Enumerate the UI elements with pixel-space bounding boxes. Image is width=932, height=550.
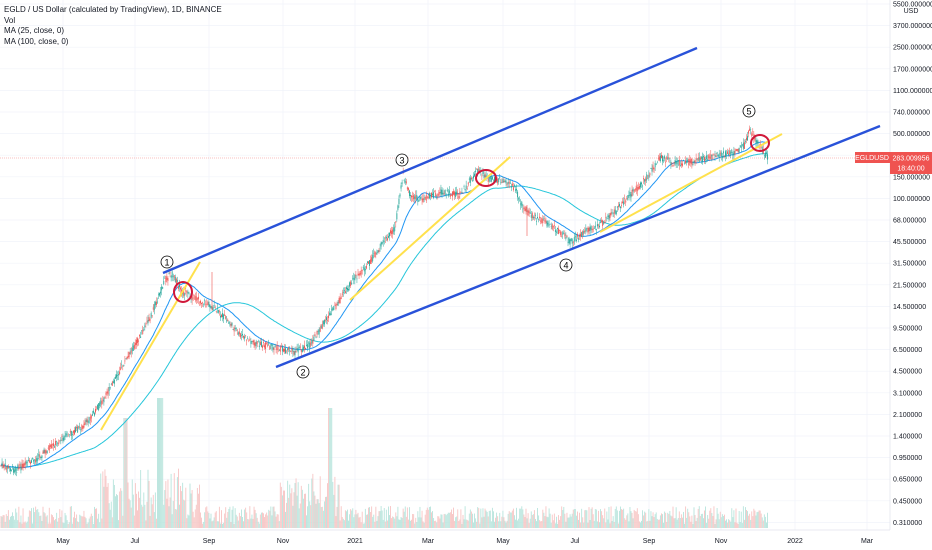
price-axis-currency: USD (904, 8, 919, 15)
trendline-wave1[interactable] (100, 261, 201, 431)
wave-label-4[interactable]: 4 (559, 258, 573, 272)
time-tick-label: Jul (131, 538, 140, 545)
legend-ma100[interactable]: MA (100, close, 0) (4, 36, 69, 46)
ma-25-line (0, 141, 768, 469)
last-price-value: 283.009956 (893, 156, 930, 163)
wave-label-5[interactable]: 5 (742, 104, 756, 118)
price-tick-label: 14.500000 (893, 304, 926, 311)
price-tick-label: 3700.000000 (893, 23, 932, 30)
last-price-tag: EGLDUSD 283.009956 18:40:00 (855, 152, 932, 174)
time-tick-label: Mar (861, 538, 874, 545)
volume-histogram (0, 398, 768, 528)
ma-100-line (0, 152, 768, 469)
symbol-tag: EGLDUSD (855, 155, 889, 162)
wave-label-1[interactable]: 1 (160, 255, 174, 269)
price-tick-label: 0.950000 (893, 455, 922, 462)
price-tick-label: 1.400000 (893, 434, 922, 441)
price-tick-label: 9.500000 (893, 326, 922, 333)
time-tick-label: Nov (715, 538, 728, 545)
wave-label-3[interactable]: 3 (395, 153, 409, 167)
highlight-circle-3[interactable] (750, 134, 770, 152)
price-tick-label: 5500.000000 (893, 2, 932, 9)
time-tick-label: Sep (203, 538, 216, 545)
trendline-wave5[interactable] (599, 133, 783, 233)
legend-vol[interactable]: Vol (4, 15, 16, 25)
wave-label-2[interactable]: 2 (296, 365, 310, 379)
price-tick-label: 3.100000 (893, 390, 922, 397)
bar-countdown: 18:40:00 (897, 166, 924, 173)
time-tick-label: May (496, 538, 510, 545)
price-tick-label: 2500.000000 (893, 45, 932, 52)
price-tick-label: 2.100000 (893, 412, 922, 419)
price-tick-label: 4.500000 (893, 369, 922, 376)
channel-upper-line[interactable] (162, 46, 698, 275)
time-tick-label: Jul (571, 538, 580, 545)
price-tick-label: 0.450000 (893, 498, 922, 505)
svg-text:1: 1 (164, 258, 169, 268)
legend-title: EGLD / US Dollar (calculated by TradingV… (4, 5, 222, 14)
price-tick-label: 500.000000 (893, 131, 930, 138)
time-tick-label: Mar (422, 538, 435, 545)
channel-lower-line[interactable] (275, 124, 881, 369)
highlight-circle-2[interactable] (475, 169, 497, 187)
svg-text:4: 4 (563, 261, 568, 271)
svg-text:3: 3 (399, 156, 404, 166)
time-tick-label: 2022 (787, 538, 803, 545)
price-tick-label: 0.650000 (893, 477, 922, 484)
price-tick-label: 21.500000 (893, 282, 926, 289)
price-tick-label: 740.000000 (893, 110, 930, 117)
svg-text:2: 2 (300, 368, 305, 378)
price-tick-label: 1700.000000 (893, 66, 932, 73)
price-tick-label: 1100.000000 (893, 88, 932, 95)
time-tick-label: 2021 (347, 538, 363, 545)
legend-ma25[interactable]: MA (25, close, 0) (4, 26, 65, 35)
price-tick-label: 100.000000 (893, 196, 930, 203)
highlight-circle-1[interactable] (173, 281, 193, 303)
price-tick-label: 6.500000 (893, 347, 922, 354)
time-tick-label: Nov (277, 538, 290, 545)
time-tick-label: Sep (643, 538, 656, 545)
price-tick-label: 45.500000 (893, 239, 926, 246)
price-tick-label: 0.310000 (893, 520, 922, 527)
price-tick-label: 31.500000 (893, 261, 926, 268)
price-tick-label: 150.000000 (893, 174, 930, 181)
svg-text:5: 5 (746, 107, 751, 117)
time-tick-label: May (56, 538, 70, 545)
time-axis[interactable]: May Jul Sep Nov 2021 Mar May Jul Sep Nov 2022 Mar (56, 538, 873, 545)
candlesticks (0, 125, 768, 477)
price-tick-label: 68.000000 (893, 218, 926, 225)
chart-legend: EGLD / US Dollar (calculated by TradingV… (4, 5, 222, 47)
trendline-wave3[interactable] (349, 156, 511, 301)
